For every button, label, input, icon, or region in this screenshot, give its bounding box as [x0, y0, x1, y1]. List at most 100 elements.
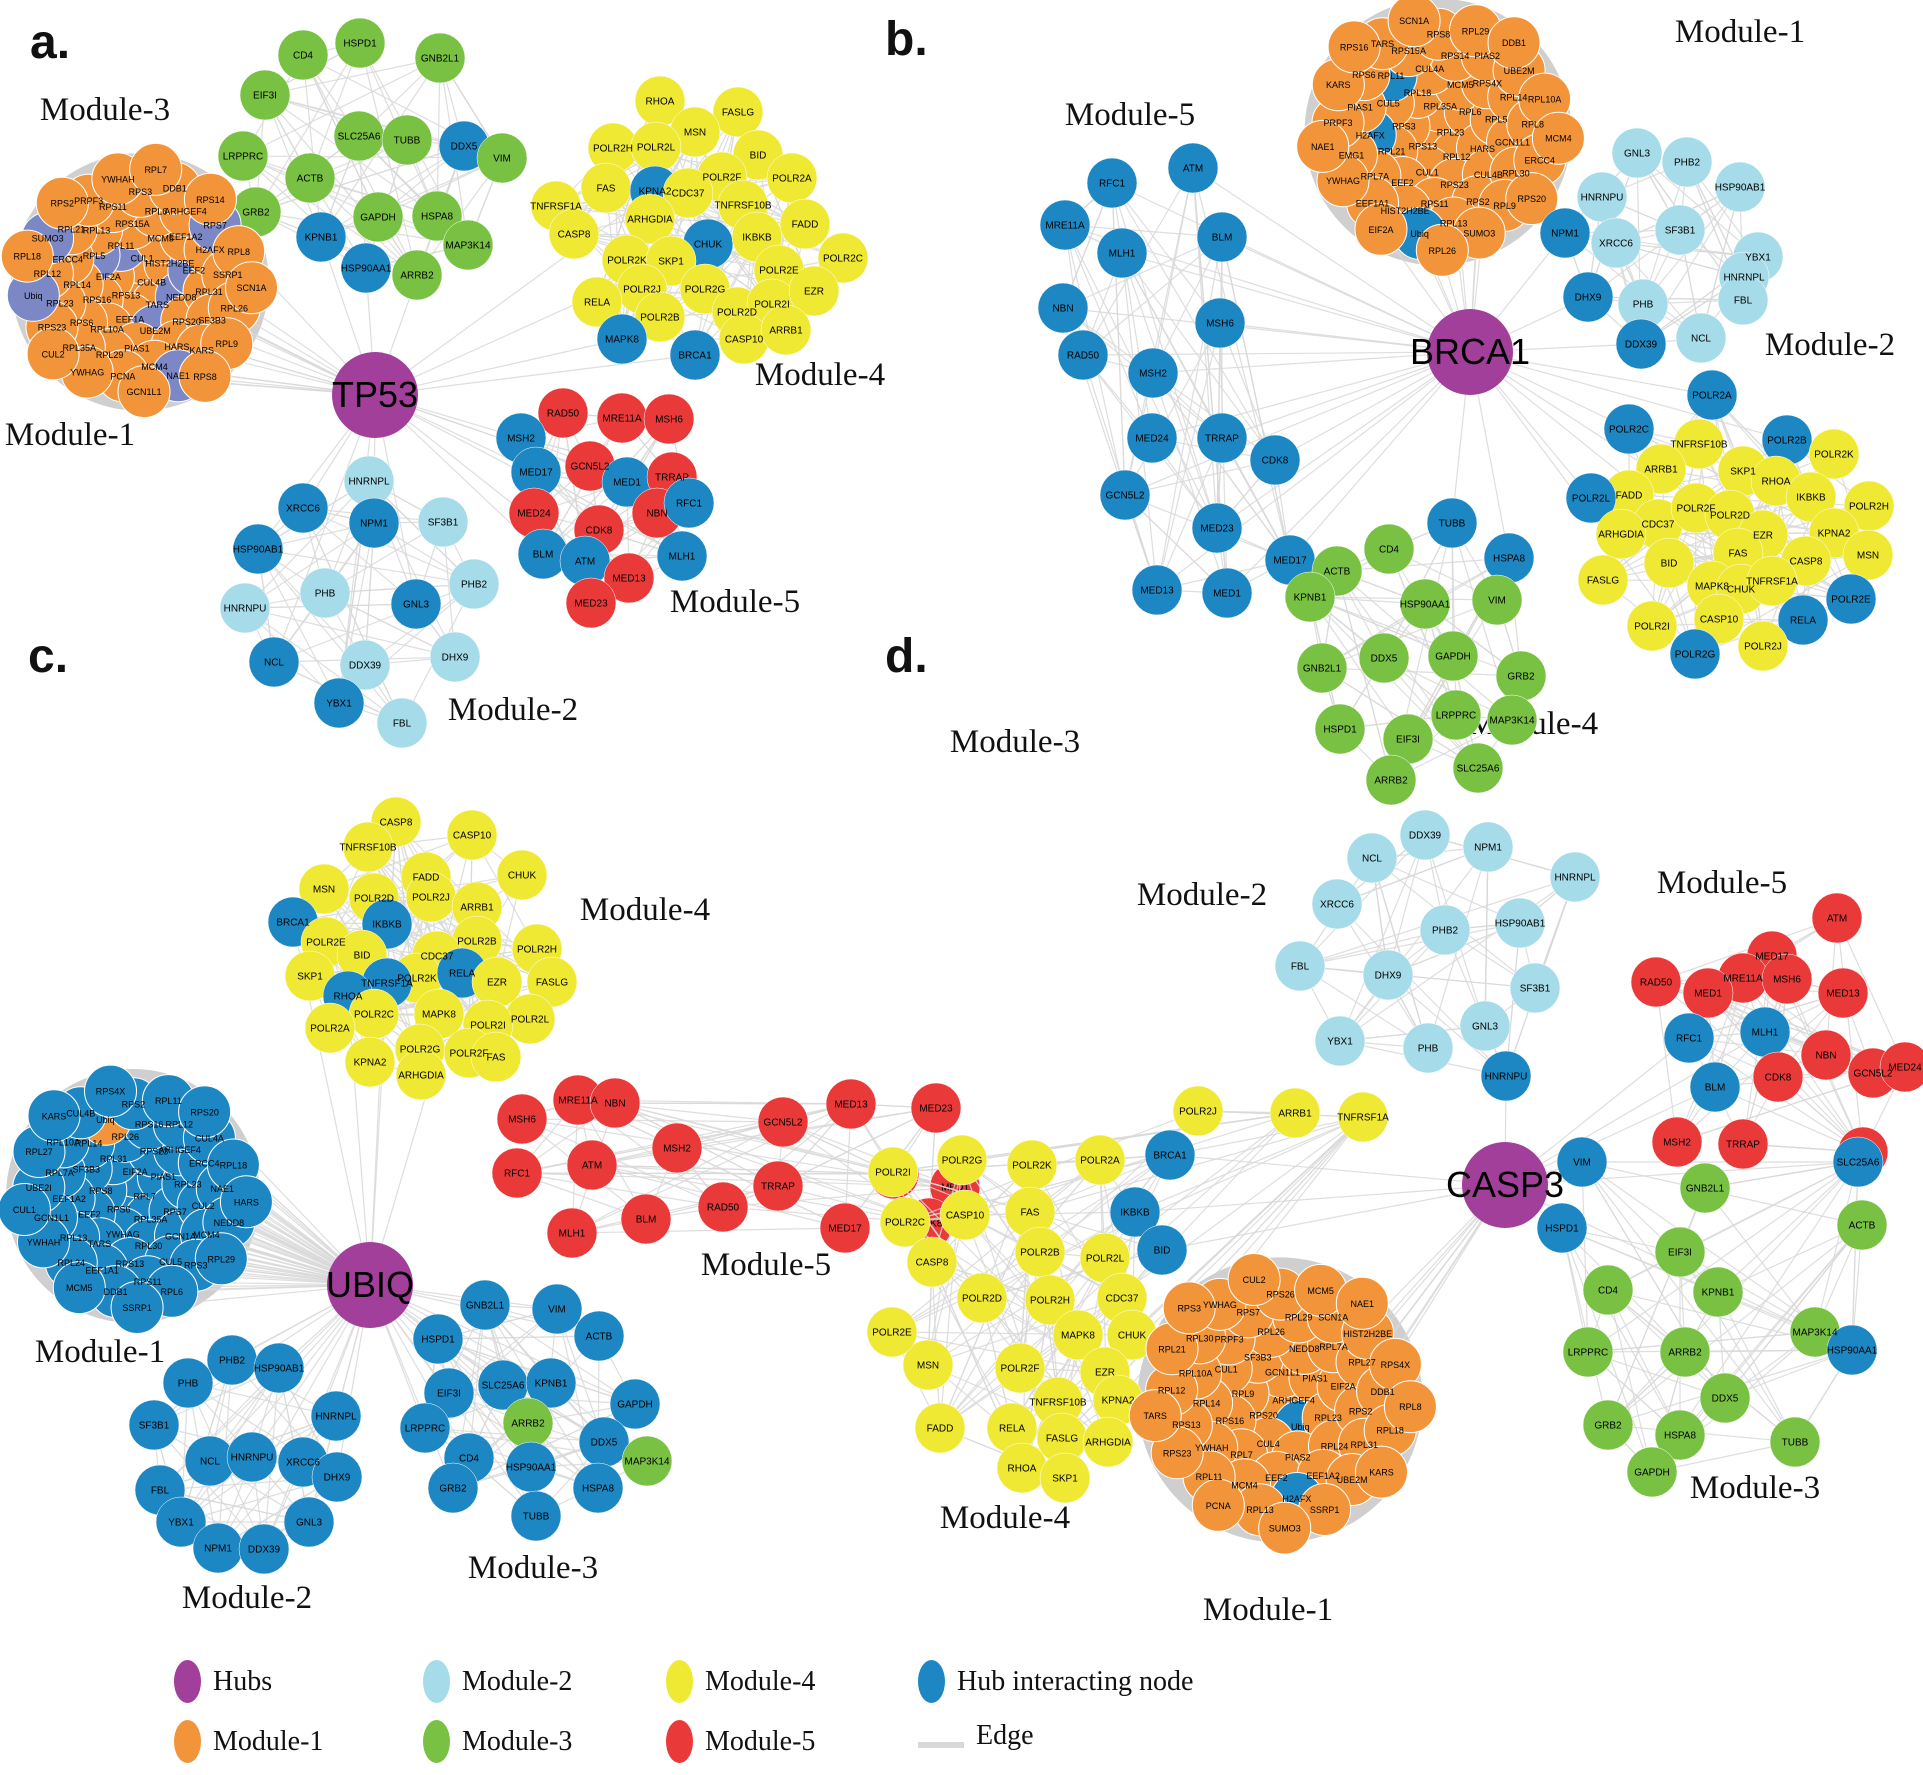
node-label-msn: MSN	[917, 1361, 939, 1372]
node-label-polr2l: POLR2L	[1572, 494, 1611, 505]
node-ncl	[1675, 312, 1727, 364]
node-sumo3	[1258, 1501, 1312, 1555]
node-label-med24: MED24	[1135, 434, 1169, 445]
cluster-d-module-2: DDX39 NCL NPM1 XRCC6 PHB2 HNRNPL HSP90AB1 FBL DH…	[1274, 809, 1601, 1102]
node-label-hsp90aa1: HSP90AA1	[1827, 1346, 1878, 1357]
node-hnrnpl	[1549, 851, 1601, 903]
node-label-ywhag: YWHAG	[106, 1229, 140, 1239]
node-label-ncl: NCL	[1362, 854, 1382, 865]
node-fadd	[914, 1402, 966, 1454]
panel-letter-d: d.	[885, 630, 928, 683]
node-kpnb1	[525, 1357, 577, 1409]
node-label-ddx39: DDX39	[1625, 340, 1658, 351]
node-ssrp1	[110, 1281, 164, 1334]
node-label-rpl6: RPL6	[145, 207, 168, 217]
node-label-pias1: PIAS1	[1347, 103, 1373, 113]
node-label-eef2: EEF2	[1265, 1473, 1288, 1483]
node-label-mlh1: MLH1	[1752, 1028, 1779, 1039]
node-label-ddx39: DDX39	[248, 1545, 281, 1556]
node-label-rpl24: RPL24	[1321, 1442, 1349, 1452]
node-label-ikbkb: IKBKB	[742, 233, 772, 244]
node-rps8	[178, 349, 232, 403]
node-label-cdc37: CDC37	[1106, 1294, 1139, 1305]
node-label-mlh1: MLH1	[669, 552, 696, 563]
node-label-arrb2: ARRB2	[400, 271, 434, 282]
node-tnfrsf10b	[1673, 418, 1725, 470]
node-label-pias1: PIAS1	[1302, 1373, 1328, 1383]
node-vim	[476, 132, 528, 184]
node-gcn5l2	[757, 1096, 809, 1148]
node-label-rpl21: RPL21	[58, 224, 86, 234]
node-label-mlh1: MLH1	[559, 1229, 586, 1240]
node-label-cd4: CD4	[459, 1454, 479, 1465]
node-hsp90ab1	[232, 523, 284, 575]
node-label-casp10: CASP10	[1700, 615, 1739, 626]
node-arhgdia	[624, 193, 676, 245]
node-label-sf3b3: SF3B3	[72, 1164, 100, 1174]
node-label-eif2a: EIF2A	[123, 1167, 148, 1177]
node-label-cd4: CD4	[1598, 1286, 1618, 1297]
node-label-nae1: NAE1	[166, 371, 190, 381]
node-label-hsp90aa1: HSP90AA1	[1400, 600, 1451, 611]
node-label-mre11a: MRE11A	[1045, 221, 1085, 232]
node-label-npm1: NPM1	[1551, 229, 1579, 240]
node-label-polr2k: POLR2K	[607, 256, 647, 267]
node-label-rpl10a: RPL10A	[1179, 1369, 1213, 1379]
node-label-faslg: FASLG	[1046, 1434, 1078, 1445]
node-tubb	[1769, 1416, 1821, 1468]
node-label-rps16: RPS16	[83, 295, 112, 305]
cluster-c-module-4: CASP8 CASP10 TNFRSF10B FADD CHUK MSN POLR2D POL…	[267, 796, 578, 1101]
node-label-rps23: RPS23	[38, 323, 67, 333]
node-label-gnb2l1: GNB2L1	[1303, 664, 1342, 675]
panel-d: DDX39 NCL NPM1 XRCC6 PHB2 HNRNPL HSP90AB1 FBL DH…	[866, 630, 1923, 1628]
node-label-rpl7: RPL7	[1230, 1450, 1253, 1460]
node-label-phb: PHB	[1633, 300, 1654, 311]
node-rpl26	[1415, 223, 1469, 277]
node-skp1	[1039, 1452, 1091, 1504]
node-slc25a6	[1832, 1136, 1884, 1188]
node-label-gapdh: GAPDH	[1634, 1468, 1670, 1479]
node-rpl7	[129, 142, 183, 196]
node-gnb2l1	[1296, 642, 1348, 694]
node-label-fadd: FADD	[1616, 491, 1643, 502]
node-label-rpl26: RPL26	[1257, 1327, 1285, 1337]
node-label-rps16: RPS16	[1216, 1416, 1245, 1426]
node-msh2	[651, 1122, 703, 1174]
node-label-casp8: CASP8	[558, 230, 591, 241]
module-label-d-module-4: Module-4	[940, 1500, 1070, 1536]
node-label-cd4: CD4	[293, 51, 313, 62]
node-atm	[1811, 892, 1863, 944]
node-label-nae1: NAE1	[1311, 142, 1335, 152]
node-label-sf3b1: SF3B1	[428, 518, 459, 529]
node-label-polr2c: POLR2C	[1609, 425, 1649, 436]
node-label-ube2m: UBE2M	[1337, 1475, 1368, 1485]
node-label-mcm4: MCM4	[1231, 1480, 1258, 1490]
node-label-arrb1: ARRB1	[1644, 465, 1678, 476]
node-label-mlh1: MLH1	[1109, 249, 1136, 260]
node-label-rpl11: RPL11	[108, 241, 135, 251]
node-label-ncl: NCL	[1691, 334, 1711, 345]
module-label-b-module-2: Module-2	[1765, 327, 1895, 363]
node-rfc1	[491, 1147, 543, 1199]
node-label-rpl27: RPL27	[1348, 1358, 1376, 1368]
node-label-hars: HARS	[234, 1197, 259, 1207]
node-label-hspd1: HSPD1	[1545, 1224, 1579, 1235]
node-label-casp8: CASP8	[380, 818, 413, 829]
node-label-fas: FAS	[1729, 549, 1748, 560]
node-mapk8	[1052, 1309, 1104, 1361]
node-label-ubiq: Ubiq	[24, 291, 43, 301]
node-label-rps15a: RPS15A	[1391, 46, 1426, 56]
node-label-med23: MED23	[1200, 524, 1234, 535]
node-phb2	[1661, 136, 1713, 188]
node-label-trrap: TRRAP	[761, 1182, 795, 1193]
cluster-c-module-3: GNB2L1 VIM HSPD1 ACTB SLC25A6 KPNB1 EIF3I GAPDH…	[399, 1279, 673, 1542]
node-polr2g	[1669, 628, 1721, 680]
node-label-med23: MED23	[919, 1104, 953, 1115]
node-label-rpl8: RPL8	[227, 247, 250, 257]
node-rela	[571, 276, 623, 328]
node-msn	[298, 863, 350, 915]
hub-label-tp53: TP53	[332, 374, 418, 415]
node-label-ywhah: YWHAH	[1195, 1443, 1229, 1453]
node-label-lrpprc: LRPPRC	[1568, 1348, 1609, 1359]
node-atm	[1167, 142, 1219, 194]
